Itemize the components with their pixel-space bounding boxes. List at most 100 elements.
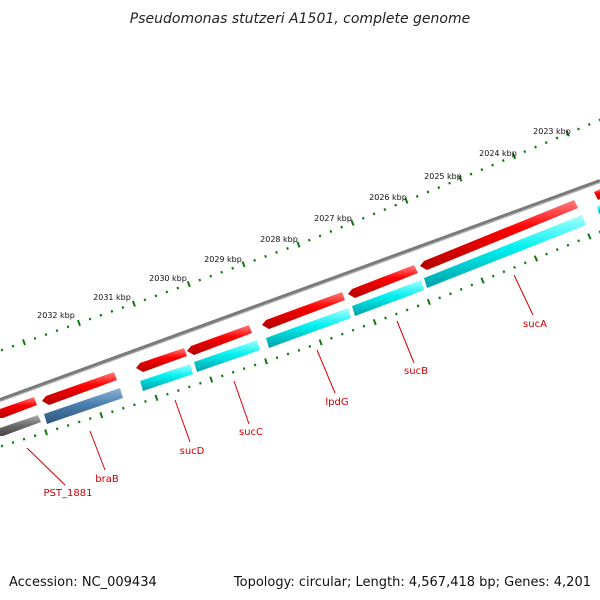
inner-scale-tick — [587, 233, 592, 240]
tick-label-2024: 2024 kbp — [479, 149, 517, 158]
outer-scale-tick — [469, 172, 473, 176]
outer-scale-tick — [264, 254, 267, 258]
inner-scale-tick — [426, 298, 431, 306]
leader-succ — [233, 380, 250, 425]
gene-label-succ[interactable]: sucC — [239, 427, 263, 438]
inner-scale-tick — [395, 312, 398, 316]
forward-strand-genes — [0, 189, 600, 418]
outer-scale-tick — [577, 127, 580, 131]
gene-next-forward[interactable] — [594, 189, 600, 200]
outer-scale-tick — [0, 348, 4, 352]
gene-lpdg-forward[interactable] — [262, 292, 345, 329]
gene-brab-forward[interactable] — [42, 372, 117, 405]
gene-label-brab[interactable]: braB — [95, 474, 119, 485]
leader-sucd — [174, 399, 191, 443]
gene-label-lpdg[interactable]: lpdG — [325, 397, 348, 408]
inner-scale-tick — [340, 332, 344, 336]
inner-scale-tick — [438, 296, 442, 300]
gene-label-suca[interactable]: sucA — [523, 319, 547, 330]
outer-scale-tick — [437, 186, 441, 190]
gene-lpdg-reverse[interactable] — [266, 308, 351, 348]
gene-suca-reverse[interactable] — [424, 215, 586, 288]
outer-scale-tick — [511, 152, 517, 160]
inner-scale-tick — [513, 265, 516, 269]
inner-scale-tick — [264, 358, 268, 365]
inner-scale-tick — [545, 252, 549, 256]
gene-succ-reverse[interactable] — [194, 340, 260, 372]
inner-scale-tick — [111, 410, 114, 414]
outer-scale-tick — [480, 168, 484, 172]
outer-scale-tick — [307, 238, 311, 242]
inner-scale-tick — [33, 434, 37, 438]
leader-pst1881 — [26, 447, 66, 486]
inner-scale-tick — [187, 385, 191, 389]
scale-ticks-inner — [0, 230, 600, 448]
gene-succ-forward[interactable] — [187, 325, 252, 355]
gene-pst1881-forward[interactable] — [0, 397, 37, 418]
inner-scale-tick — [523, 261, 527, 265]
outer-scale-tick — [88, 317, 92, 321]
outer-scale-tick — [55, 329, 59, 333]
outer-scale-tick — [77, 319, 81, 327]
tick-label-2031: 2031 kbp — [93, 293, 131, 302]
outer-scale-tick — [186, 280, 191, 288]
outer-scale-tick — [448, 181, 451, 185]
tick-label-2027: 2027 kbp — [314, 214, 352, 223]
outer-scale-tick — [143, 298, 147, 302]
gene-label-pst1881[interactable]: PST_1881 — [44, 488, 93, 499]
outer-scale-tick — [121, 306, 125, 309]
outer-scale-tick — [241, 261, 246, 268]
gene-sucd-reverse[interactable] — [140, 364, 193, 391]
gene-pst1881-reverse[interactable] — [0, 415, 41, 436]
accession-text: Accession: NC_009434 — [9, 575, 157, 590]
inner-scale-tick — [405, 308, 409, 312]
outer-scale-tick — [318, 234, 322, 238]
outer-scale-tick — [394, 203, 398, 207]
inner-scale-tick — [198, 381, 202, 385]
outer-scale-tick — [131, 300, 136, 307]
inner-scale-tick — [502, 270, 506, 274]
map-title: Pseudomonas stutzeri A1501, complete gen… — [130, 11, 470, 27]
inner-scale-tick — [11, 441, 15, 444]
outer-scale-tick — [275, 250, 278, 254]
outer-scale-tick — [544, 141, 548, 145]
inner-scale-tick — [362, 324, 366, 328]
gene-suca-forward[interactable] — [420, 200, 578, 270]
tick-label-2026: 2026 kbp — [369, 193, 407, 202]
outer-scale-tick — [11, 344, 15, 348]
label-leaders — [26, 274, 534, 486]
outer-scale-tick — [383, 208, 387, 211]
gene-sucd-forward[interactable] — [136, 348, 187, 372]
gene-label-sucd[interactable]: sucD — [180, 446, 205, 457]
inner-scale-tick — [0, 444, 4, 448]
inner-scale-tick — [480, 277, 485, 284]
outer-scale-tick — [361, 216, 365, 220]
outer-scale-tick — [372, 212, 376, 216]
inner-scale-tick — [166, 392, 169, 396]
tick-label-2030: 2030 kbp — [149, 274, 187, 283]
tick-label-2032: 2032 kbp — [37, 311, 75, 320]
inner-scale-tick — [44, 429, 48, 436]
outer-scale-tick — [253, 258, 256, 262]
outer-scale-tick — [458, 175, 463, 182]
outer-scale-tick — [110, 309, 114, 313]
inner-scale-tick — [177, 389, 180, 392]
gene-next-reverse[interactable] — [597, 205, 600, 214]
inner-scale-tick — [470, 283, 474, 287]
inner-scale-tick — [144, 400, 147, 403]
gene-brab-reverse[interactable] — [44, 388, 123, 424]
gene-label-sucb[interactable]: sucB — [404, 366, 428, 377]
outer-scale-tick — [22, 339, 26, 346]
inner-scale-tick — [286, 352, 290, 356]
inner-scale-tick — [88, 417, 92, 420]
inner-scale-tick — [351, 328, 355, 332]
outer-scale-tick — [66, 325, 70, 329]
outer-scale-tick — [231, 266, 235, 270]
tick-label-2028: 2028 kbp — [260, 235, 298, 244]
gene-sucb-reverse[interactable] — [352, 280, 424, 316]
inner-scale-tick — [372, 318, 377, 326]
genome-backbone — [0, 179, 600, 402]
tick-label-2023: 2023 kbp — [533, 127, 571, 136]
gene-sucb-forward[interactable] — [348, 265, 418, 298]
